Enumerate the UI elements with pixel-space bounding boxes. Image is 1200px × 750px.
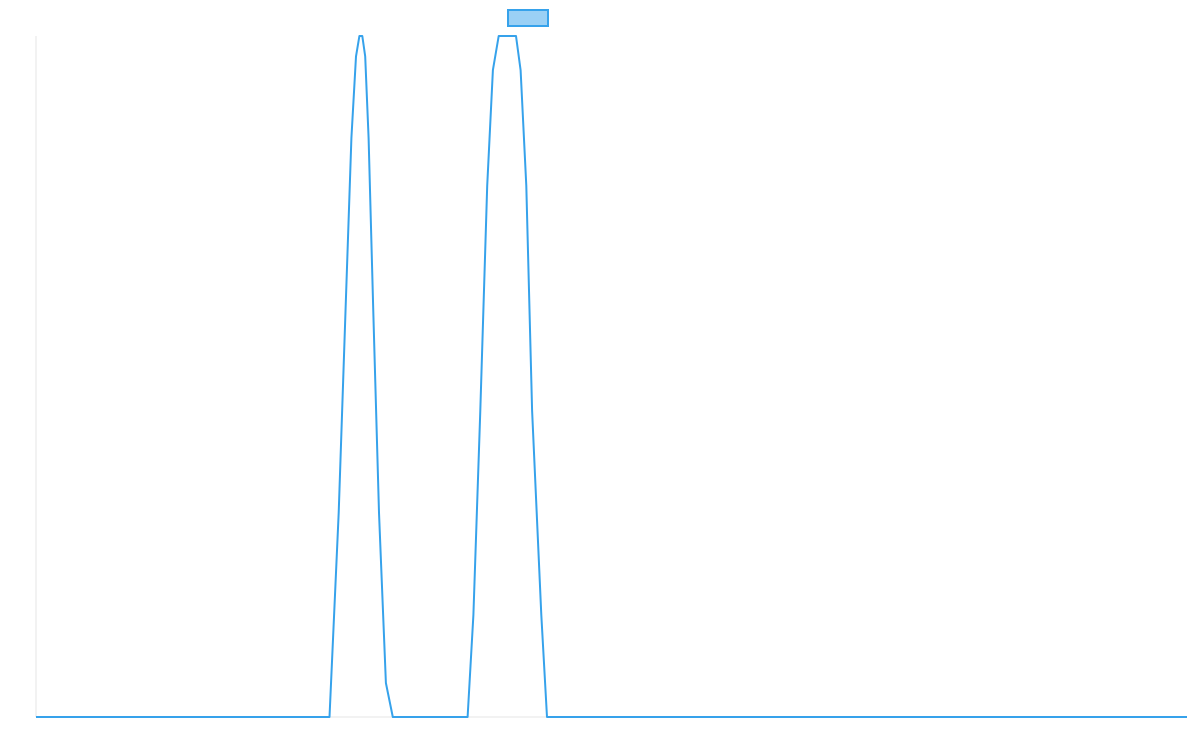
legend-color-box[interactable] xyxy=(507,9,549,27)
series-line-1[interactable] xyxy=(36,35,1187,718)
legend[interactable] xyxy=(507,9,549,27)
series-layer xyxy=(36,35,1187,718)
